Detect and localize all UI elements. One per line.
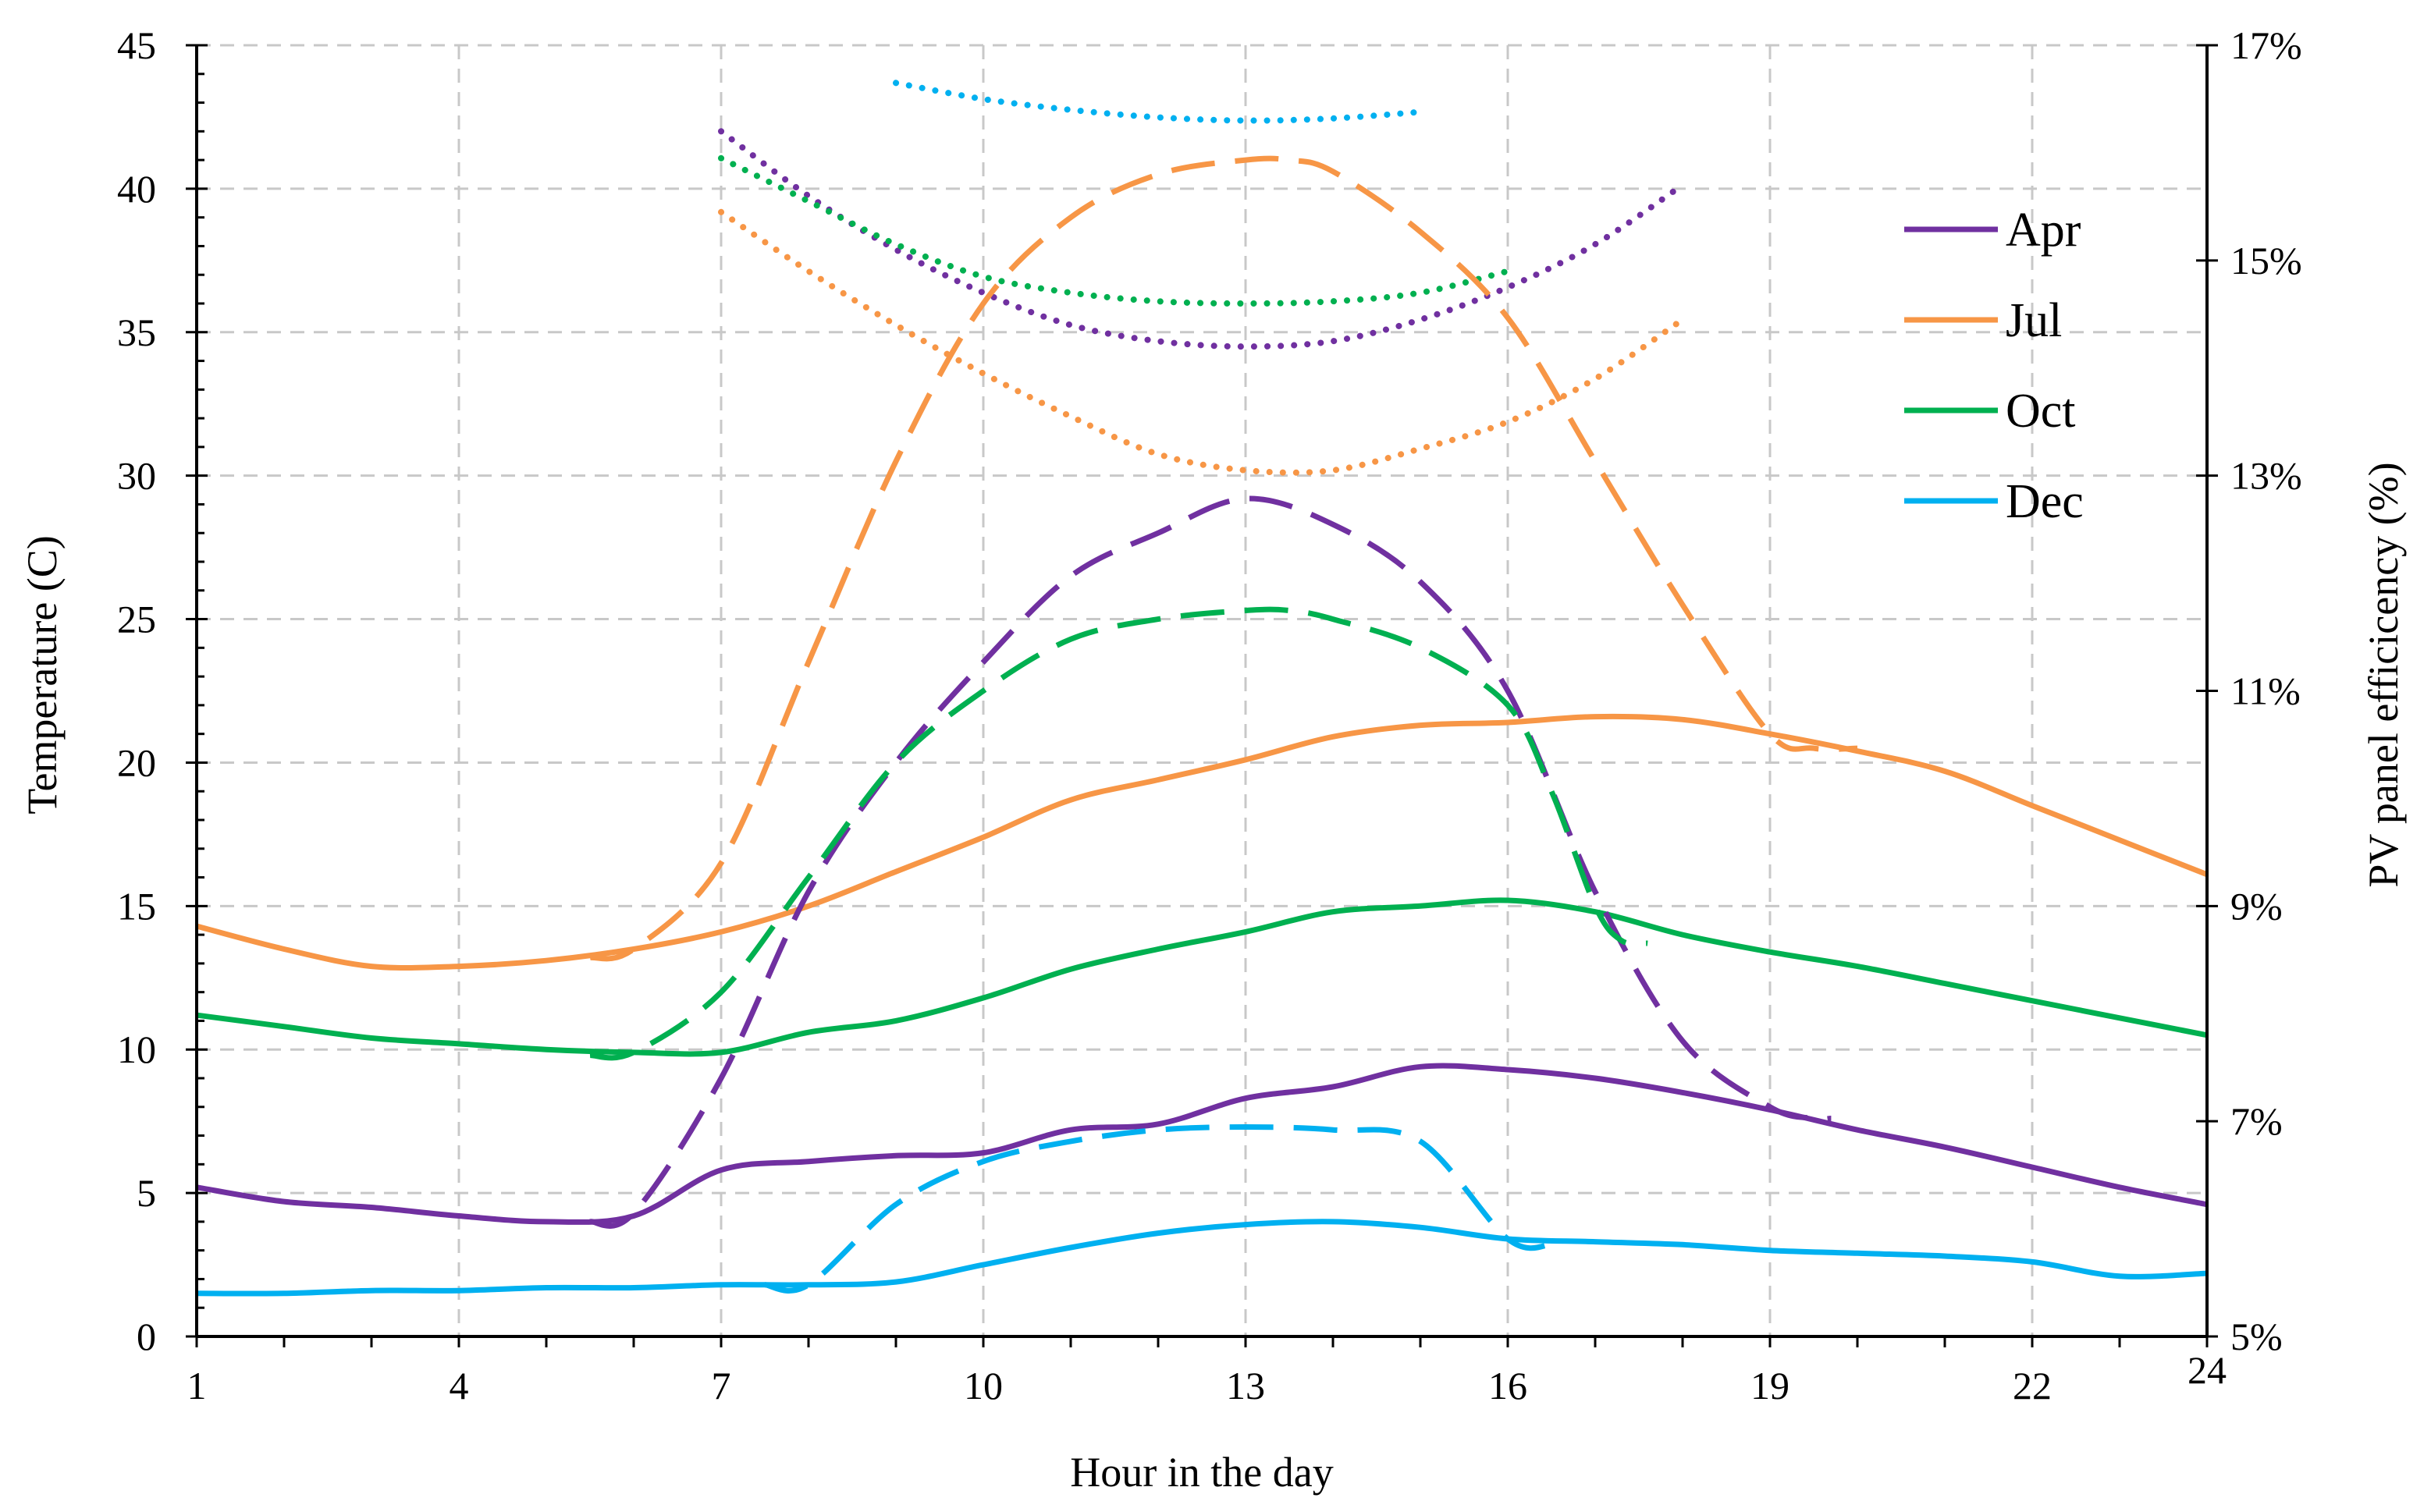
legend: Apr Jul Oct Dec <box>1904 204 2084 528</box>
series-dec-solid <box>196 1219 2208 1297</box>
y-left-tick-label: 5 <box>137 1171 156 1215</box>
legend-label-jul: Jul <box>2006 294 2062 347</box>
series-lines <box>196 80 2209 1297</box>
series-apr-dashed <box>589 495 1832 1229</box>
y-right-tick-label: 11% <box>2230 669 2301 713</box>
y-right-tick-label: 5% <box>2230 1315 2283 1358</box>
x-tick-label: 4 <box>450 1364 469 1407</box>
x-tick-label: 1 <box>187 1364 207 1407</box>
tick-labels: 1 4 7 10 13 16 19 22 24 0 5 10 15 20 25 30 35 40 45 5% 7% 9% 1… <box>117 23 2302 1407</box>
legend-label-oct: Oct <box>2006 385 2076 438</box>
axes <box>186 44 2218 1347</box>
x-tick-label: 24 <box>2188 1348 2227 1392</box>
series-jul-dashed <box>589 155 1858 962</box>
y-left-tick-label: 30 <box>117 454 156 498</box>
series-oct-solid <box>196 897 2208 1057</box>
y-left-tick-label: 0 <box>137 1315 156 1358</box>
series-apr-solid <box>196 1063 2208 1225</box>
x-tick-label: 10 <box>964 1364 1003 1407</box>
y-axis-right-title: PV panel efficicency (%) <box>2360 462 2407 887</box>
y-left-tick-label: 35 <box>117 311 156 354</box>
y-right-tick-label: 9% <box>2230 884 2283 928</box>
x-axis-title: Hour in the day <box>1070 1449 1333 1496</box>
legend-label-dec: Dec <box>2006 475 2084 528</box>
grid <box>197 44 2207 1336</box>
x-tick-label: 19 <box>1750 1364 1789 1407</box>
y-left-tick-label: 20 <box>117 740 156 784</box>
y-left-tick-label: 10 <box>117 1028 156 1071</box>
x-tick-label: 7 <box>712 1364 731 1407</box>
y-axis-left-title: Temperature (C) <box>19 535 66 815</box>
y-left-tick-label: 25 <box>117 598 156 641</box>
y-right-tick-label: 15% <box>2230 239 2302 282</box>
y-left-tick-label: 45 <box>117 23 156 67</box>
series-jul-solid <box>196 713 2209 971</box>
series-oct-dashed <box>589 606 1648 1061</box>
series-jul-dotted <box>718 208 1686 476</box>
series-apr-dotted <box>718 128 1686 350</box>
y-left-tick-label: 40 <box>117 167 156 211</box>
legend-label-apr: Apr <box>2006 204 2081 257</box>
x-tick-label: 16 <box>1488 1364 1527 1407</box>
series-dec-dashed <box>764 1124 1552 1294</box>
series-oct-dotted <box>718 154 1511 307</box>
y-left-tick-label: 15 <box>117 884 156 928</box>
x-tick-label: 22 <box>2013 1364 2052 1407</box>
series-dec-dotted <box>893 80 1423 124</box>
y-right-tick-label: 7% <box>2230 1099 2283 1143</box>
y-right-tick-label: 13% <box>2230 454 2302 498</box>
y-right-tick-label: 17% <box>2230 23 2302 67</box>
x-tick-label: 13 <box>1226 1364 1265 1407</box>
